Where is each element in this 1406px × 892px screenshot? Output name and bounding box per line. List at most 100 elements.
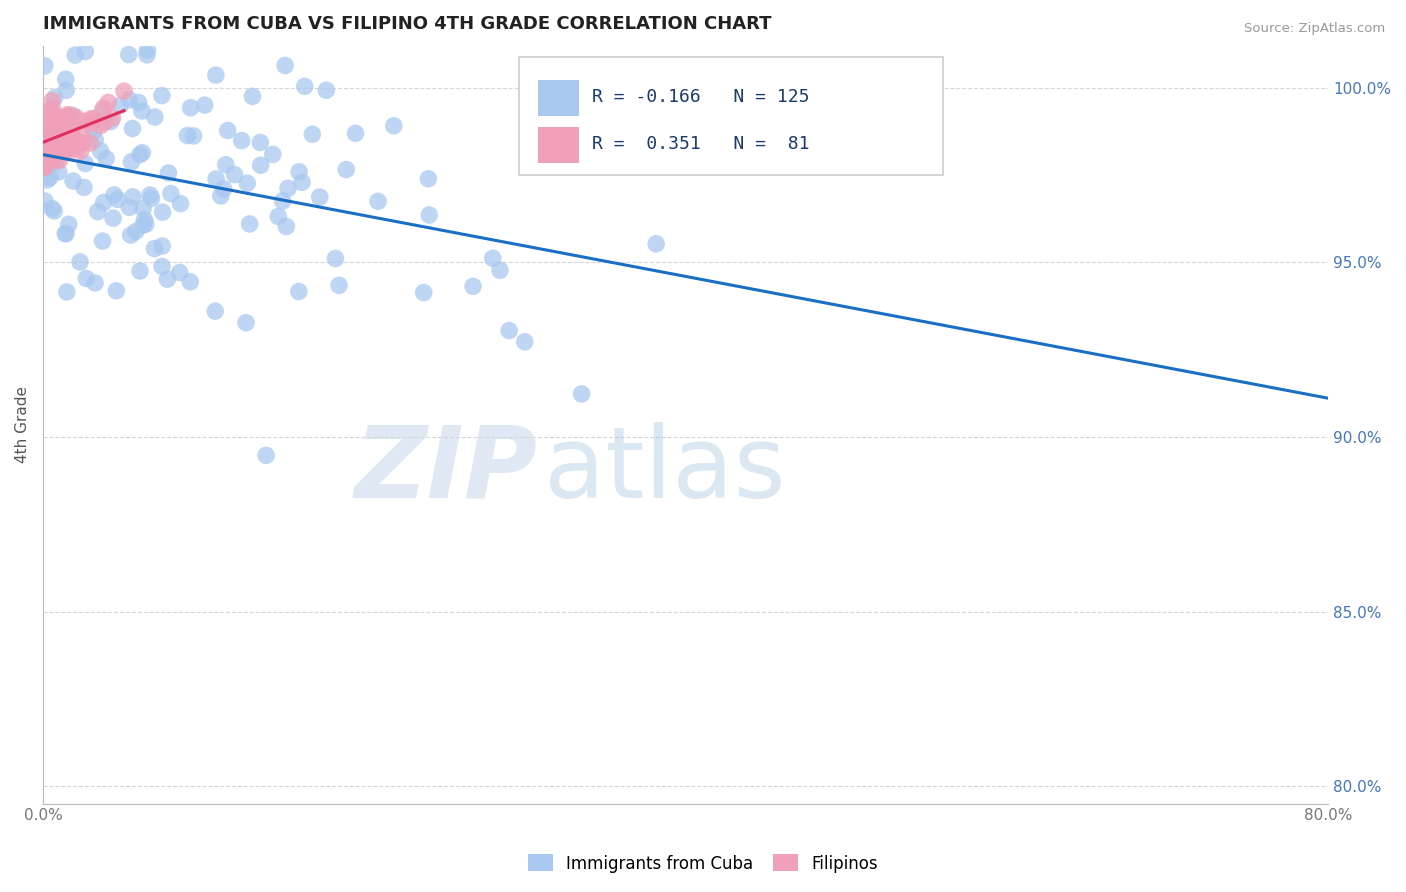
Point [254,448,277,462]
Point [38,170,60,185]
Point [37,111,59,125]
Point [212,182,235,196]
Point [498,324,520,338]
Point [157,166,180,180]
Point [34,153,56,167]
Point [176,128,198,143]
Point [121,121,143,136]
Point [32,136,55,151]
Point [112,84,135,98]
Point [135,217,157,231]
Point [531,108,554,122]
Point [262,147,284,161]
Point [131,145,153,160]
Point [110,98,132,112]
Point [118,47,141,62]
Point [291,175,314,189]
Point [101,211,124,226]
Point [274,58,297,72]
Point [367,194,389,209]
Point [41,151,63,165]
Point [52,123,75,137]
Point [60,124,83,138]
Point [35,156,58,170]
Point [120,155,142,169]
Point [107,192,129,206]
Point [44,143,66,157]
Point [41,202,63,216]
Point [121,190,143,204]
Point [32,120,55,134]
Point [48,144,70,158]
Point [69,255,91,269]
Point [235,316,257,330]
Point [90,119,112,133]
Point [276,219,298,234]
Point [41,139,63,153]
Point [48,124,70,138]
Point [418,171,440,186]
Point [129,264,152,278]
Point [571,387,593,401]
Point [55,72,77,87]
Point [52,123,75,137]
Point [461,279,484,293]
Point [53,227,76,241]
Point [315,83,337,97]
Point [37,134,59,148]
Point [91,104,114,119]
Point [38,120,60,134]
Point [45,120,67,135]
Point [45,132,67,146]
Point [249,158,271,172]
Point [37,141,59,155]
Point [136,43,159,57]
Point [55,142,77,156]
Point [205,172,228,186]
Point [56,126,79,140]
Point [118,200,141,214]
Point [412,285,434,300]
Point [481,252,503,266]
Point [205,68,228,82]
Point [37,137,59,152]
Point [35,147,58,161]
Point [231,134,253,148]
Point [35,146,58,161]
Point [288,285,311,299]
Point [194,98,217,112]
Point [82,112,104,126]
Point [325,252,347,266]
Point [44,121,66,136]
Point [335,162,357,177]
Point [105,284,128,298]
Point [63,48,86,62]
Point [48,153,70,168]
Point [84,276,107,290]
Point [72,114,94,128]
Point [56,285,79,299]
Point [103,187,125,202]
Point [62,174,84,188]
Point [96,152,118,166]
FancyBboxPatch shape [538,127,579,163]
Point [239,217,262,231]
Point [45,111,67,125]
Point [44,153,66,168]
Point [301,128,323,142]
Point [87,204,110,219]
Point [204,304,226,318]
Point [169,196,191,211]
Text: R = -0.166   N = 125: R = -0.166 N = 125 [592,88,810,106]
Point [60,123,83,137]
Point [128,95,150,110]
Point [90,144,112,158]
Point [141,191,163,205]
Point [73,180,96,194]
Point [58,217,80,231]
Point [128,147,150,161]
Point [32,128,55,143]
Point [51,140,73,154]
Text: atlas: atlas [544,422,786,518]
Point [249,136,271,150]
